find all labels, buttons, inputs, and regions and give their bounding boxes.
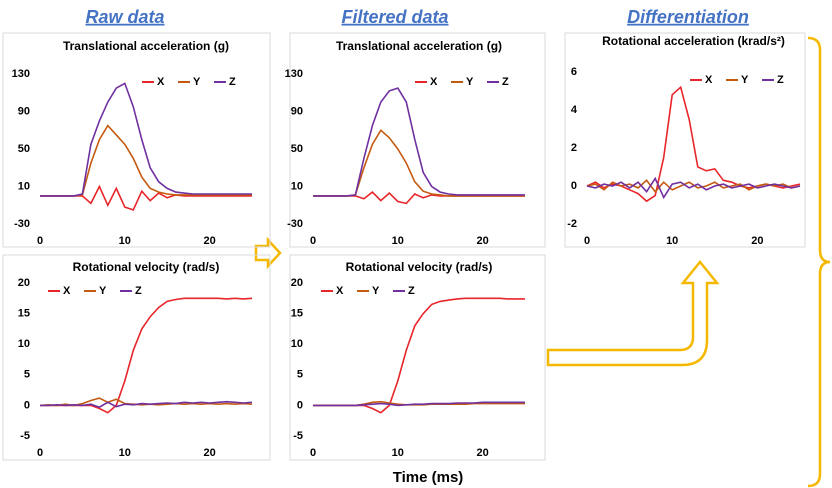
y-tick-label: 15 [291, 308, 303, 320]
y-tick-label: -30 [287, 218, 303, 230]
chart-frame [289, 32, 546, 248]
x-tick-label: 10 [392, 447, 404, 459]
x-tick-label: 20 [476, 447, 488, 459]
brace [807, 36, 831, 488]
section-header: Raw data [85, 7, 164, 27]
x-tick-label: 20 [476, 235, 488, 247]
series-line [40, 82, 252, 197]
series-line [313, 87, 525, 197]
chart-frame [289, 254, 546, 461]
legend-label: X [336, 285, 344, 297]
section-header: Filtered data [341, 7, 448, 27]
y-tick-label: 0 [571, 180, 577, 192]
series-line [586, 176, 801, 200]
section-header: Differentiation [627, 7, 749, 27]
chart-frame [2, 254, 271, 461]
series-line [586, 179, 801, 193]
legend-label: Y [741, 74, 749, 86]
y-tick-label: 50 [291, 143, 303, 155]
series-line [313, 129, 525, 197]
x-tick-label: 0 [584, 235, 590, 247]
series-line [313, 401, 525, 407]
x-tick-label: 0 [310, 235, 316, 247]
y-tick-label: 4 [571, 104, 578, 116]
legend-label: X [63, 285, 71, 297]
x-tick-label: 20 [751, 235, 763, 247]
legend-label: Z [502, 76, 509, 88]
y-tick-label: 90 [18, 105, 30, 117]
y-tick-label: 130 [285, 68, 303, 80]
x-tick-label: 0 [310, 447, 316, 459]
chart-title: Rotational velocity (rad/s) [73, 260, 220, 274]
chart-title: Translational acceleration (g) [336, 39, 502, 53]
x-tick-label: 20 [203, 235, 215, 247]
legend-label: Y [193, 76, 201, 88]
y-tick-label: 0 [297, 399, 303, 411]
x-axis-label: Time (ms) [393, 469, 464, 486]
y-tick-label: 5 [24, 369, 30, 381]
chart-title: Translational acceleration (g) [63, 39, 229, 53]
legend-label: Y [466, 76, 474, 88]
x-tick-label: 0 [37, 447, 43, 459]
y-tick-label: 20 [18, 277, 30, 289]
series-line [313, 191, 525, 205]
y-tick-label: 0 [24, 399, 30, 411]
y-tick-label: 10 [18, 338, 30, 350]
series-line [40, 124, 252, 197]
chart-frame [2, 32, 271, 248]
y-tick-label: 20 [291, 277, 303, 289]
chart-frame [564, 32, 806, 248]
x-tick-label: 10 [666, 235, 678, 247]
legend-label: Z [135, 285, 142, 297]
y-tick-label: 5 [297, 369, 303, 381]
legend-label: X [705, 74, 713, 86]
arrow [254, 236, 282, 270]
y-tick-label: 130 [12, 68, 30, 80]
y-tick-label: -2 [567, 218, 577, 230]
x-tick-label: 0 [37, 235, 43, 247]
y-tick-label: 10 [291, 180, 303, 192]
arrow [546, 260, 720, 367]
legend-label: X [157, 76, 165, 88]
x-tick-label: 10 [119, 235, 131, 247]
y-tick-label: 10 [291, 338, 303, 350]
y-tick-label: 6 [571, 66, 577, 78]
x-tick-label: 10 [392, 235, 404, 247]
series-line [40, 184, 252, 211]
chart-title: Rotational acceleration (krad/s²) [602, 34, 785, 48]
y-tick-label: -30 [14, 218, 30, 230]
y-tick-label: 90 [291, 105, 303, 117]
legend-label: Z [777, 74, 784, 86]
legend-label: Z [229, 76, 236, 88]
x-tick-label: 20 [203, 447, 215, 459]
y-tick-label: 15 [18, 308, 30, 320]
legend-label: Z [408, 285, 415, 297]
legend-label: Y [372, 285, 380, 297]
y-tick-label: 10 [18, 180, 30, 192]
y-tick-label: -5 [20, 430, 30, 442]
series-line [40, 400, 253, 409]
y-tick-label: 50 [18, 143, 30, 155]
legend-label: X [430, 76, 438, 88]
series-line [313, 297, 525, 414]
y-tick-label: 2 [571, 142, 577, 154]
legend-label: Y [99, 285, 107, 297]
chart-title: Rotational velocity (rad/s) [346, 260, 493, 274]
series-line [40, 297, 253, 414]
x-tick-label: 10 [119, 447, 131, 459]
y-tick-label: -5 [293, 430, 303, 442]
